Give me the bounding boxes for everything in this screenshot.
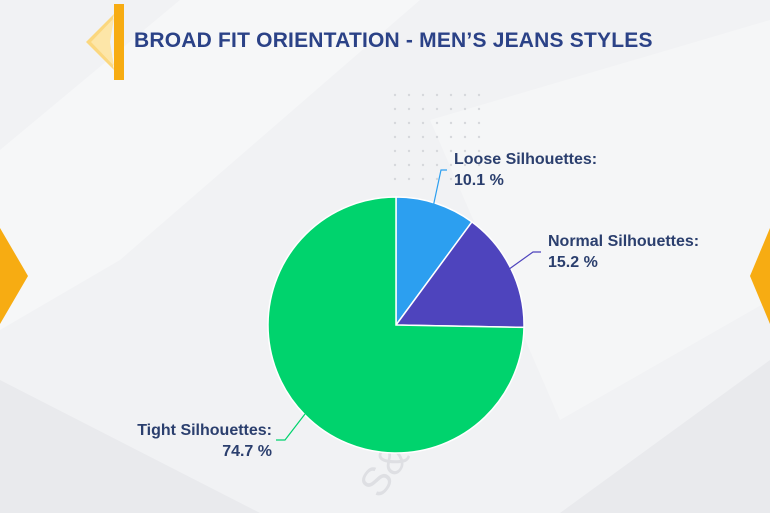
leader-line	[276, 413, 306, 441]
slice-label-name: Loose Silhouettes:	[454, 151, 597, 168]
pie-slice-loose-silhouettes	[395, 196, 473, 328]
page-title: BROAD FIT ORIENTATION - MEN’S JEANS STYL…	[134, 29, 653, 52]
slice-label-value: 74.7 %	[222, 443, 272, 460]
slice-label-name: Normal Silhouettes:	[548, 233, 699, 250]
slice-label-value: 15.2 %	[548, 254, 598, 271]
slice-label-name: Tight Silhouettes:	[137, 422, 272, 439]
leader-line	[504, 251, 541, 273]
slice-label-value: 10.1 %	[454, 172, 504, 189]
right-chevron-icon	[750, 228, 770, 324]
left-chevron-icon	[0, 228, 28, 324]
header-chevron-icon	[86, 14, 114, 70]
header-accent-bar	[114, 4, 124, 80]
leader-line	[431, 169, 447, 213]
